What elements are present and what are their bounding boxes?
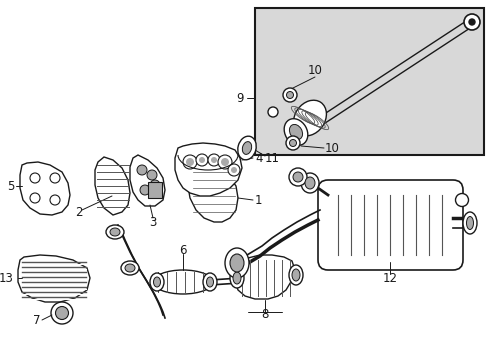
Ellipse shape <box>55 306 68 320</box>
Polygon shape <box>187 163 238 222</box>
Circle shape <box>150 180 160 190</box>
Text: 11: 11 <box>264 152 280 165</box>
Ellipse shape <box>284 119 307 145</box>
Ellipse shape <box>110 228 120 236</box>
Text: 1: 1 <box>254 194 262 207</box>
Polygon shape <box>95 157 130 215</box>
Circle shape <box>463 14 479 30</box>
Circle shape <box>30 193 40 203</box>
Ellipse shape <box>305 177 314 189</box>
Text: 7: 7 <box>32 314 40 327</box>
Text: 5: 5 <box>7 180 14 193</box>
Circle shape <box>218 155 231 169</box>
Circle shape <box>50 173 60 183</box>
Ellipse shape <box>232 272 241 284</box>
Text: 8: 8 <box>261 309 268 321</box>
Ellipse shape <box>51 302 73 324</box>
Circle shape <box>468 19 474 25</box>
Polygon shape <box>18 255 90 302</box>
Polygon shape <box>20 162 70 215</box>
Text: 13: 13 <box>0 271 14 284</box>
Text: 12: 12 <box>382 271 397 284</box>
Ellipse shape <box>229 268 244 288</box>
Polygon shape <box>130 155 164 206</box>
Ellipse shape <box>237 136 256 160</box>
Text: 10: 10 <box>307 63 322 77</box>
Circle shape <box>137 165 147 175</box>
Bar <box>254 8 483 155</box>
Ellipse shape <box>301 173 318 193</box>
Ellipse shape <box>153 277 160 287</box>
Polygon shape <box>235 255 294 299</box>
Circle shape <box>147 170 157 180</box>
Circle shape <box>140 185 150 195</box>
Ellipse shape <box>288 265 303 285</box>
Ellipse shape <box>125 264 135 272</box>
Ellipse shape <box>462 212 476 234</box>
Ellipse shape <box>289 125 302 140</box>
Ellipse shape <box>242 141 251 154</box>
Text: 10: 10 <box>325 141 339 154</box>
Ellipse shape <box>288 168 306 186</box>
Ellipse shape <box>229 254 244 272</box>
Circle shape <box>30 173 40 183</box>
Circle shape <box>210 157 217 163</box>
Circle shape <box>285 136 299 150</box>
Ellipse shape <box>206 277 213 287</box>
Text: 3: 3 <box>149 216 156 229</box>
Ellipse shape <box>291 269 299 281</box>
Ellipse shape <box>121 261 139 275</box>
Circle shape <box>221 158 228 166</box>
Polygon shape <box>175 143 242 196</box>
Ellipse shape <box>203 273 217 291</box>
Text: 2: 2 <box>75 206 82 219</box>
Circle shape <box>183 155 197 169</box>
Bar <box>148 182 162 198</box>
FancyBboxPatch shape <box>317 180 462 270</box>
Circle shape <box>227 164 240 176</box>
Text: 9: 9 <box>236 91 244 104</box>
Circle shape <box>185 158 194 166</box>
Circle shape <box>199 157 204 163</box>
Circle shape <box>286 91 293 99</box>
Ellipse shape <box>150 273 163 291</box>
Circle shape <box>196 154 207 166</box>
Text: 4: 4 <box>254 152 262 165</box>
Ellipse shape <box>454 194 468 207</box>
Ellipse shape <box>153 270 213 294</box>
Circle shape <box>289 139 296 147</box>
Circle shape <box>267 107 278 117</box>
Circle shape <box>283 88 296 102</box>
Ellipse shape <box>293 100 326 136</box>
Ellipse shape <box>224 248 248 278</box>
Circle shape <box>230 167 237 173</box>
Ellipse shape <box>106 225 124 239</box>
Text: 6: 6 <box>179 243 186 256</box>
Ellipse shape <box>292 172 303 182</box>
Circle shape <box>207 154 220 166</box>
Circle shape <box>50 195 60 205</box>
Ellipse shape <box>466 216 472 230</box>
